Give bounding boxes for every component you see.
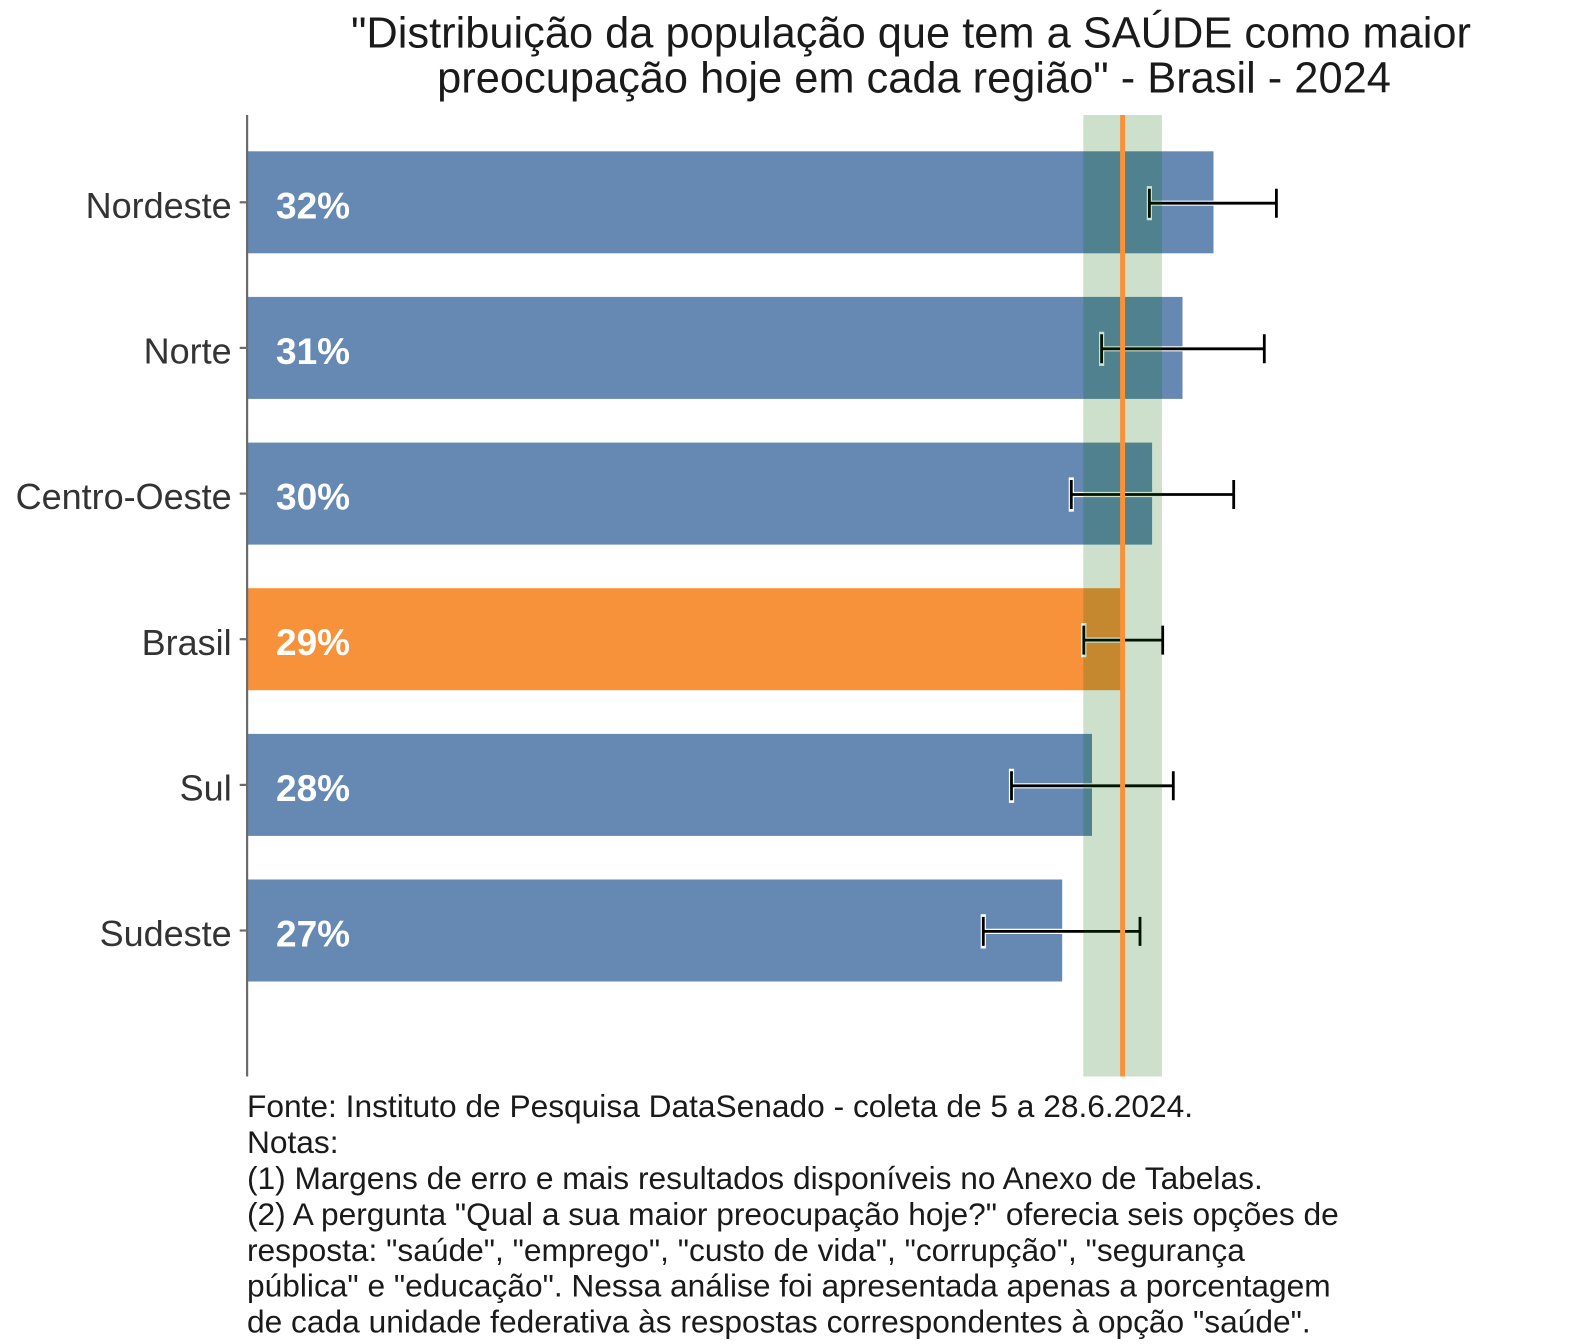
svg-text:32%: 32% <box>276 185 350 226</box>
svg-text:Sudeste: Sudeste <box>100 913 232 954</box>
svg-text:de cada unidade federativa às: de cada unidade federativa às respostas … <box>247 1304 1311 1340</box>
svg-text:Nordeste: Nordeste <box>86 185 232 226</box>
svg-text:28%: 28% <box>276 768 350 809</box>
svg-text:31%: 31% <box>276 331 350 372</box>
svg-text:pública" e "educação". Nessa a: pública" e "educação". Nessa análise foi… <box>247 1268 1331 1304</box>
svg-text:Centro-Oeste: Centro-Oeste <box>16 476 232 517</box>
svg-text:resposta: "saúde", "emprego",: resposta: "saúde", "emprego", "custo de … <box>247 1232 1245 1268</box>
svg-text:Fonte: Instituto de Pesquisa D: Fonte: Instituto de Pesquisa DataSenado … <box>247 1088 1193 1124</box>
svg-text:29%: 29% <box>276 622 350 663</box>
svg-text:Notas:: Notas: <box>247 1124 339 1160</box>
svg-text:Brasil: Brasil <box>142 622 232 663</box>
svg-text:Sul: Sul <box>180 768 232 809</box>
svg-text:(1) Margens de erro e mais res: (1) Margens de erro e mais resultados di… <box>247 1160 1263 1196</box>
svg-text:Norte: Norte <box>144 331 232 372</box>
svg-text:30%: 30% <box>276 477 350 518</box>
svg-text:(2) A pergunta "Qual a sua mai: (2) A pergunta "Qual a sua maior preocup… <box>247 1196 1339 1232</box>
svg-text:27%: 27% <box>276 914 350 955</box>
svg-text:preocupação hoje em cada regiã: preocupação hoje em cada região" - Brasi… <box>437 54 1391 102</box>
svg-text:"Distribuição da população que: "Distribuição da população que tem a SAÚ… <box>351 9 1471 57</box>
